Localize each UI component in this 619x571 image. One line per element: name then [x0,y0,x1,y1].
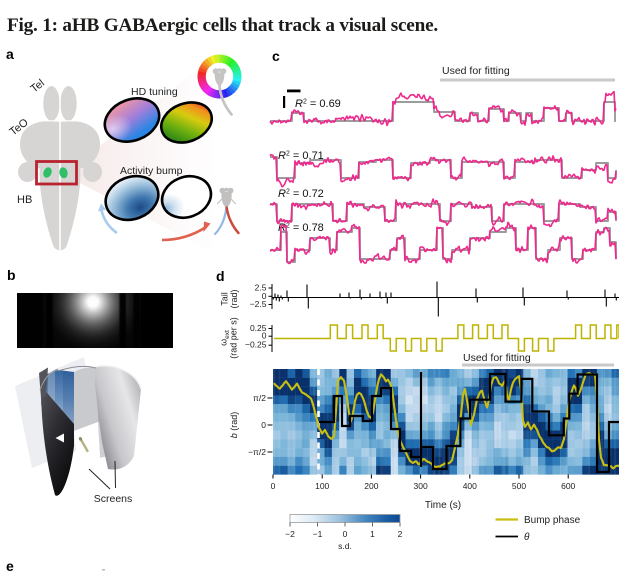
svg-text:R2 = 0.72: R2 = 0.72 [278,188,324,200]
svg-text:π/2: π/2 [253,393,266,403]
svg-text:400: 400 [463,481,477,491]
svg-text:200: 200 [364,481,378,491]
svg-text:300: 300 [414,481,428,491]
svg-text:Activity bump: Activity bump [120,165,183,177]
svg-text:−π/2: −π/2 [248,447,266,457]
svg-text:0: 0 [261,420,266,430]
svg-text:s.d.: s.d. [338,541,352,551]
svg-text:500: 500 [512,481,526,491]
svg-text:d: d [216,268,225,284]
svg-text:R2 = 0.78: R2 = 0.78 [278,222,324,234]
svg-text:Tail: Tail [220,292,230,306]
svg-text:Used for fitting: Used for fitting [442,65,510,77]
svg-text:(rad): (rad) [229,289,239,308]
svg-text:Bump phase: Bump phase [524,515,581,526]
svg-text:−2.5: −2.5 [250,299,267,309]
svg-text:600: 600 [561,481,575,491]
svg-text:a: a [6,46,14,62]
svg-text:Screens: Screens [94,493,133,505]
svg-text:0: 0 [271,481,276,491]
svg-text:(rad per s): (rad per s) [229,317,239,359]
svg-text:HD tuning: HD tuning [131,86,178,98]
svg-text:−2: −2 [285,529,295,539]
svg-text:R2 = 0.71: R2 = 0.71 [278,150,324,162]
svg-text:1: 1 [370,529,375,539]
svg-text:0: 0 [262,331,267,341]
svg-text:Used for fitting: Used for fitting [463,352,531,364]
svg-text:Fig. 1: aHB GABAergic cells th: Fig. 1: aHB GABAergic cells that track a… [7,15,438,36]
svg-text:e: e [6,558,14,571]
svg-text:R2 = 0.69: R2 = 0.69 [295,98,341,110]
svg-text:Time (s): Time (s) [425,500,461,511]
svg-text:c: c [272,48,280,64]
svg-text:2.5: 2.5 [255,283,267,293]
svg-text:0: 0 [343,529,348,539]
svg-text:0: 0 [262,291,267,301]
svg-text:θ: θ [524,532,530,543]
svg-text:b: b [7,267,16,283]
svg-text:−0.25: −0.25 [245,340,267,350]
svg-text:HB: HB [17,194,32,206]
svg-text:0.25: 0.25 [250,323,267,333]
svg-text:100: 100 [315,481,329,491]
svg-text:b (rad): b (rad) [229,412,239,439]
svg-text:−1: −1 [313,529,323,539]
svg-text:2: 2 [398,529,403,539]
